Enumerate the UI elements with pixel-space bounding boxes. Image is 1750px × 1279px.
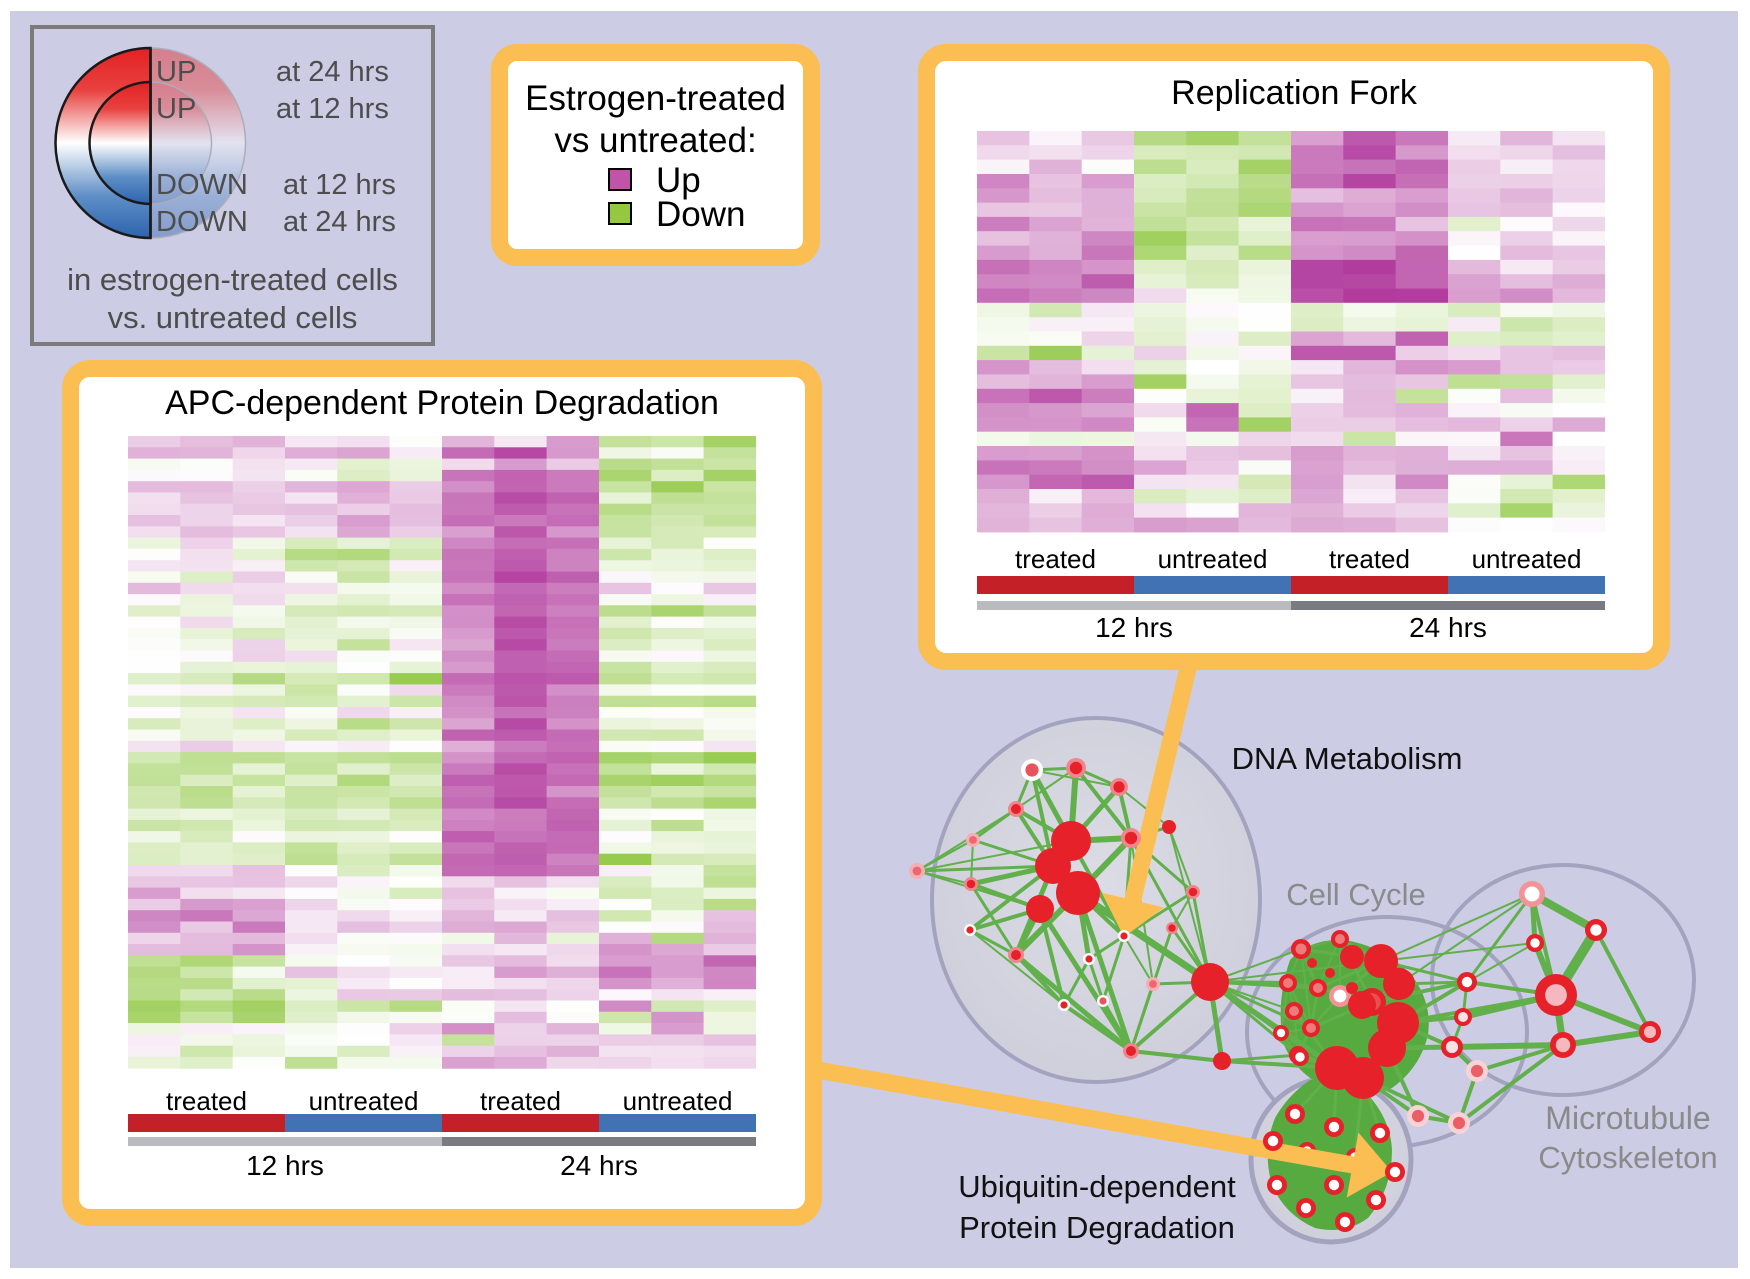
svg-text:Protein Degradation: Protein Degradation bbox=[959, 1210, 1235, 1245]
svg-text:Microtubule: Microtubule bbox=[1545, 1100, 1710, 1136]
svg-text:Cell Cycle: Cell Cycle bbox=[1286, 877, 1426, 912]
svg-text:Cytoskeleton: Cytoskeleton bbox=[1538, 1140, 1717, 1175]
svg-text:DNA Metabolism: DNA Metabolism bbox=[1232, 741, 1463, 776]
svg-text:Ubiquitin-dependent: Ubiquitin-dependent bbox=[958, 1169, 1236, 1204]
